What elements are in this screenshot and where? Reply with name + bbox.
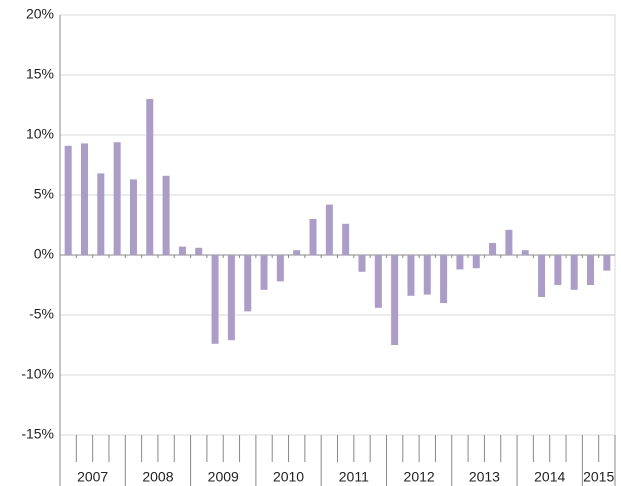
bar [80, 143, 88, 255]
bar [587, 255, 595, 285]
x-tick-label: 2007 [77, 469, 108, 485]
bar [97, 173, 105, 255]
bar [129, 179, 137, 255]
bar [374, 255, 382, 308]
bar [309, 219, 317, 255]
bar [358, 255, 366, 272]
x-tick-label: 2011 [339, 469, 369, 485]
bar [178, 246, 186, 255]
bar [505, 229, 513, 255]
bar [227, 255, 235, 341]
y-tick-label: 20% [26, 6, 54, 22]
bar [342, 223, 350, 255]
y-tick-label: 15% [26, 66, 54, 82]
bar [113, 142, 121, 255]
bar [293, 250, 301, 255]
bar [407, 255, 415, 296]
y-tick-label: 10% [26, 126, 54, 142]
bar [260, 255, 268, 290]
bar [244, 255, 252, 312]
bar [521, 250, 529, 255]
bar [162, 175, 170, 255]
bar [570, 255, 578, 290]
x-tick-label: 2014 [534, 469, 565, 485]
bar [603, 255, 611, 271]
bar [456, 255, 464, 270]
bar [554, 255, 562, 285]
bar [440, 255, 448, 303]
bar [423, 255, 431, 295]
x-tick-label: 2013 [469, 469, 500, 485]
y-tick-label: -10% [21, 366, 54, 382]
bar [211, 255, 219, 344]
y-tick-label: 5% [34, 186, 54, 202]
bar [489, 243, 497, 255]
plot-border [59, 14, 616, 436]
bar [325, 204, 333, 255]
bar [64, 145, 72, 255]
y-tick-label: 0% [34, 246, 54, 262]
bar [391, 255, 399, 345]
y-tick-label: -15% [21, 426, 54, 442]
bar [472, 255, 480, 269]
bar [146, 99, 154, 255]
y-tick-label: -5% [29, 306, 54, 322]
bar [538, 255, 546, 297]
bar [276, 255, 284, 282]
x-tick-label: 2012 [404, 469, 435, 485]
x-tick-label: 2015 [583, 469, 614, 485]
x-tick-label: 2008 [142, 469, 173, 485]
x-tick-label: 2009 [208, 469, 239, 485]
x-tick-label: 2010 [273, 469, 304, 485]
bar [195, 247, 203, 255]
